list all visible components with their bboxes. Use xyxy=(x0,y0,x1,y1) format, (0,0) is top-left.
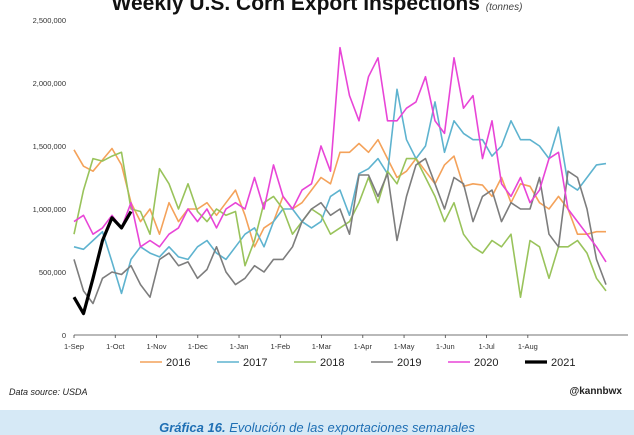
x-tick-label: 1-Apr xyxy=(354,342,373,351)
y-tick-label: 0 xyxy=(62,331,66,340)
data-source-note: Data source: USDA xyxy=(9,387,88,397)
x-tick-label: 1-Mar xyxy=(312,342,332,351)
series-line-2016 xyxy=(73,138,606,248)
x-tick-label: 1-Aug xyxy=(518,342,538,351)
legend-label-2018: 2018 xyxy=(320,357,344,369)
x-tick-label: 1-Jul xyxy=(478,342,495,351)
y-tick-label: 1,000,000 xyxy=(33,205,66,214)
legend-label-2019: 2019 xyxy=(397,357,421,369)
x-tick-label: 1-Jun xyxy=(436,342,455,351)
x-tick-label: 1-Dec xyxy=(188,342,208,351)
y-tick-label: 1,500,000 xyxy=(33,142,66,151)
x-tick-label: 1-Sep xyxy=(64,342,84,351)
author-handle: @kannbwx xyxy=(569,386,622,397)
y-tick-label: 2,500,000 xyxy=(33,16,66,25)
series-line-2020 xyxy=(73,46,607,263)
series-line-2019 xyxy=(73,157,607,305)
series-line-2018 xyxy=(73,151,607,299)
legend-label-2020: 2020 xyxy=(474,357,498,369)
x-tick-label: 1-Oct xyxy=(106,342,125,351)
y-tick-label: 2,000,000 xyxy=(33,79,66,88)
x-tick-label: 1-Feb xyxy=(270,342,290,351)
series-line-2021 xyxy=(72,210,133,316)
line-chart: 0 500,000 1,000,000 1,500,000 2,000,000 2,500… xyxy=(33,16,628,369)
y-tick-label: 500,000 xyxy=(39,268,66,277)
legend-label-2016: 2016 xyxy=(166,357,190,369)
legend-label-2021: 2021 xyxy=(551,357,575,369)
x-tick-label: 1-Jan xyxy=(230,342,249,351)
caption-label: Gráfica 16. xyxy=(159,420,226,435)
x-tick-label: 1-May xyxy=(394,342,415,351)
caption-text: Evolución de las exportaciones semanales xyxy=(229,420,475,435)
chart-title-unit: (tonnes) xyxy=(485,2,523,13)
series-line-2017 xyxy=(73,88,607,295)
x-tick-label: 1-Nov xyxy=(147,342,167,351)
figure-caption: Gráfica 16. Evolución de las exportacion… xyxy=(0,420,634,435)
legend-label-2017: 2017 xyxy=(243,357,267,369)
chart-title: Weekly U.S. Corn Export Inspections (ton… xyxy=(111,0,523,15)
